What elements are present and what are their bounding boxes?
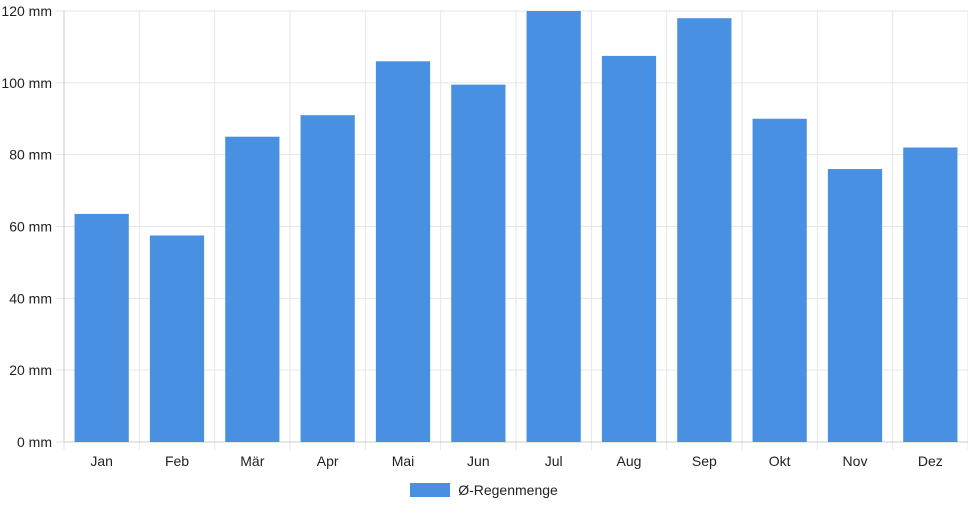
x-tick-label: Aug [617,453,642,469]
x-tick-label: Apr [317,453,339,469]
x-tick-label: Feb [165,453,189,469]
bar [677,18,732,443]
bar [300,115,355,443]
x-tick-label: Okt [769,453,791,469]
y-tick-label: 40 mm [9,290,52,306]
y-tick-label: 60 mm [9,219,52,235]
x-tick-label: Dez [918,453,943,469]
y-tick-label: 80 mm [9,147,52,163]
bar [451,84,506,443]
x-tick-label: Jul [545,453,563,469]
y-tick-label: 100 mm [1,75,52,91]
chart-svg: 0 mm 20 mm 40 mm 60 mm 80 mm 100 mm 120 mm Jan F… [1,3,968,469]
bar [526,11,581,442]
bar [375,61,431,443]
x-tick-label: Jan [90,453,113,469]
legend-label: Ø-Regenmenge [458,482,558,498]
x-tick-label: Mai [392,453,415,469]
x-tick-label: Jun [467,453,490,469]
y-tick-label: 20 mm [9,362,52,378]
y-tick-label: 120 mm [1,3,52,19]
x-tick-label: Nov [843,453,868,469]
bar [225,136,280,443]
x-tick-label: Sep [692,453,717,469]
x-tick-label: Mär [240,453,264,469]
y-tick-label: 0 mm [17,434,52,450]
bar [903,147,958,442]
bar [74,213,129,442]
legend: Ø-Regenmenge [0,480,968,500]
bar [149,235,205,442]
bar [752,118,807,442]
bar [827,169,883,443]
bar [601,55,657,442]
legend-swatch [410,483,451,497]
